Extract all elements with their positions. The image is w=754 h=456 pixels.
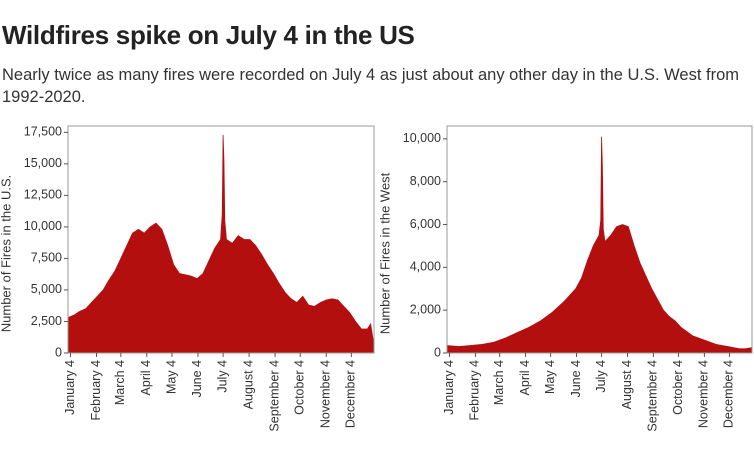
x-tick-label: September 4: [646, 360, 660, 432]
x-tick-label: April 4: [518, 360, 532, 395]
x-tick-label: February 4: [468, 360, 482, 420]
y-tick-label: 0: [434, 345, 441, 359]
y-tick-label: 0: [55, 345, 62, 359]
x-tick-label: May 4: [164, 360, 178, 394]
y-axis-label: Number of Fires in the U.S.: [0, 175, 13, 333]
y-tick-label: 17,500: [24, 125, 62, 139]
x-tick-label: December 4: [344, 360, 358, 428]
title: Wildfires spike on July 4 in the US: [2, 20, 415, 50]
y-tick-label: 2,000: [410, 302, 441, 316]
x-tick-label: October 4: [671, 360, 685, 415]
subtitle: Nearly twice as many fires were recorded…: [2, 66, 740, 106]
plot-frame: [446, 125, 753, 354]
x-tick-label: January 4: [63, 360, 77, 415]
x-tick-label: March 4: [113, 360, 127, 405]
x-tick-label: April 4: [139, 360, 153, 395]
y-tick-label: 5,000: [31, 282, 62, 296]
x-tick-label: July 4: [215, 360, 229, 393]
x-tick-label: November 4: [697, 360, 711, 428]
x-tick-label: August 4: [620, 360, 634, 409]
y-axis-label: Number of Fires in the West: [377, 172, 392, 334]
x-tick-label: June 4: [569, 360, 583, 398]
x-tick-label: January 4: [442, 360, 456, 415]
x-tick-label: February 4: [89, 360, 103, 420]
x-tick-label: October 4: [293, 360, 307, 415]
y-tick-label: 8,000: [410, 174, 441, 188]
x-tick-label: May 4: [543, 360, 557, 394]
x-tick-label: December 4: [722, 360, 736, 428]
y-tick-label: 10,000: [24, 219, 62, 233]
x-tick-label: March 4: [492, 360, 506, 405]
area: [67, 134, 375, 354]
y-tick-label: 12,500: [24, 188, 62, 202]
y-tick-label: 10,000: [403, 131, 441, 145]
x-tick-label: July 4: [594, 360, 608, 393]
y-tick-label: 4,000: [410, 260, 441, 274]
plot-frame: [67, 125, 375, 354]
x-tick-label: June 4: [190, 360, 204, 398]
y-tick-label: 15,000: [24, 156, 62, 170]
x-tick-label: November 4: [319, 360, 333, 428]
x-tick-label: August 4: [241, 360, 255, 409]
y-tick-label: 6,000: [410, 217, 441, 231]
y-tick-label: 7,500: [31, 251, 62, 265]
x-tick-label: September 4: [267, 360, 281, 432]
area: [446, 136, 753, 354]
y-tick-label: 2,500: [31, 314, 62, 328]
